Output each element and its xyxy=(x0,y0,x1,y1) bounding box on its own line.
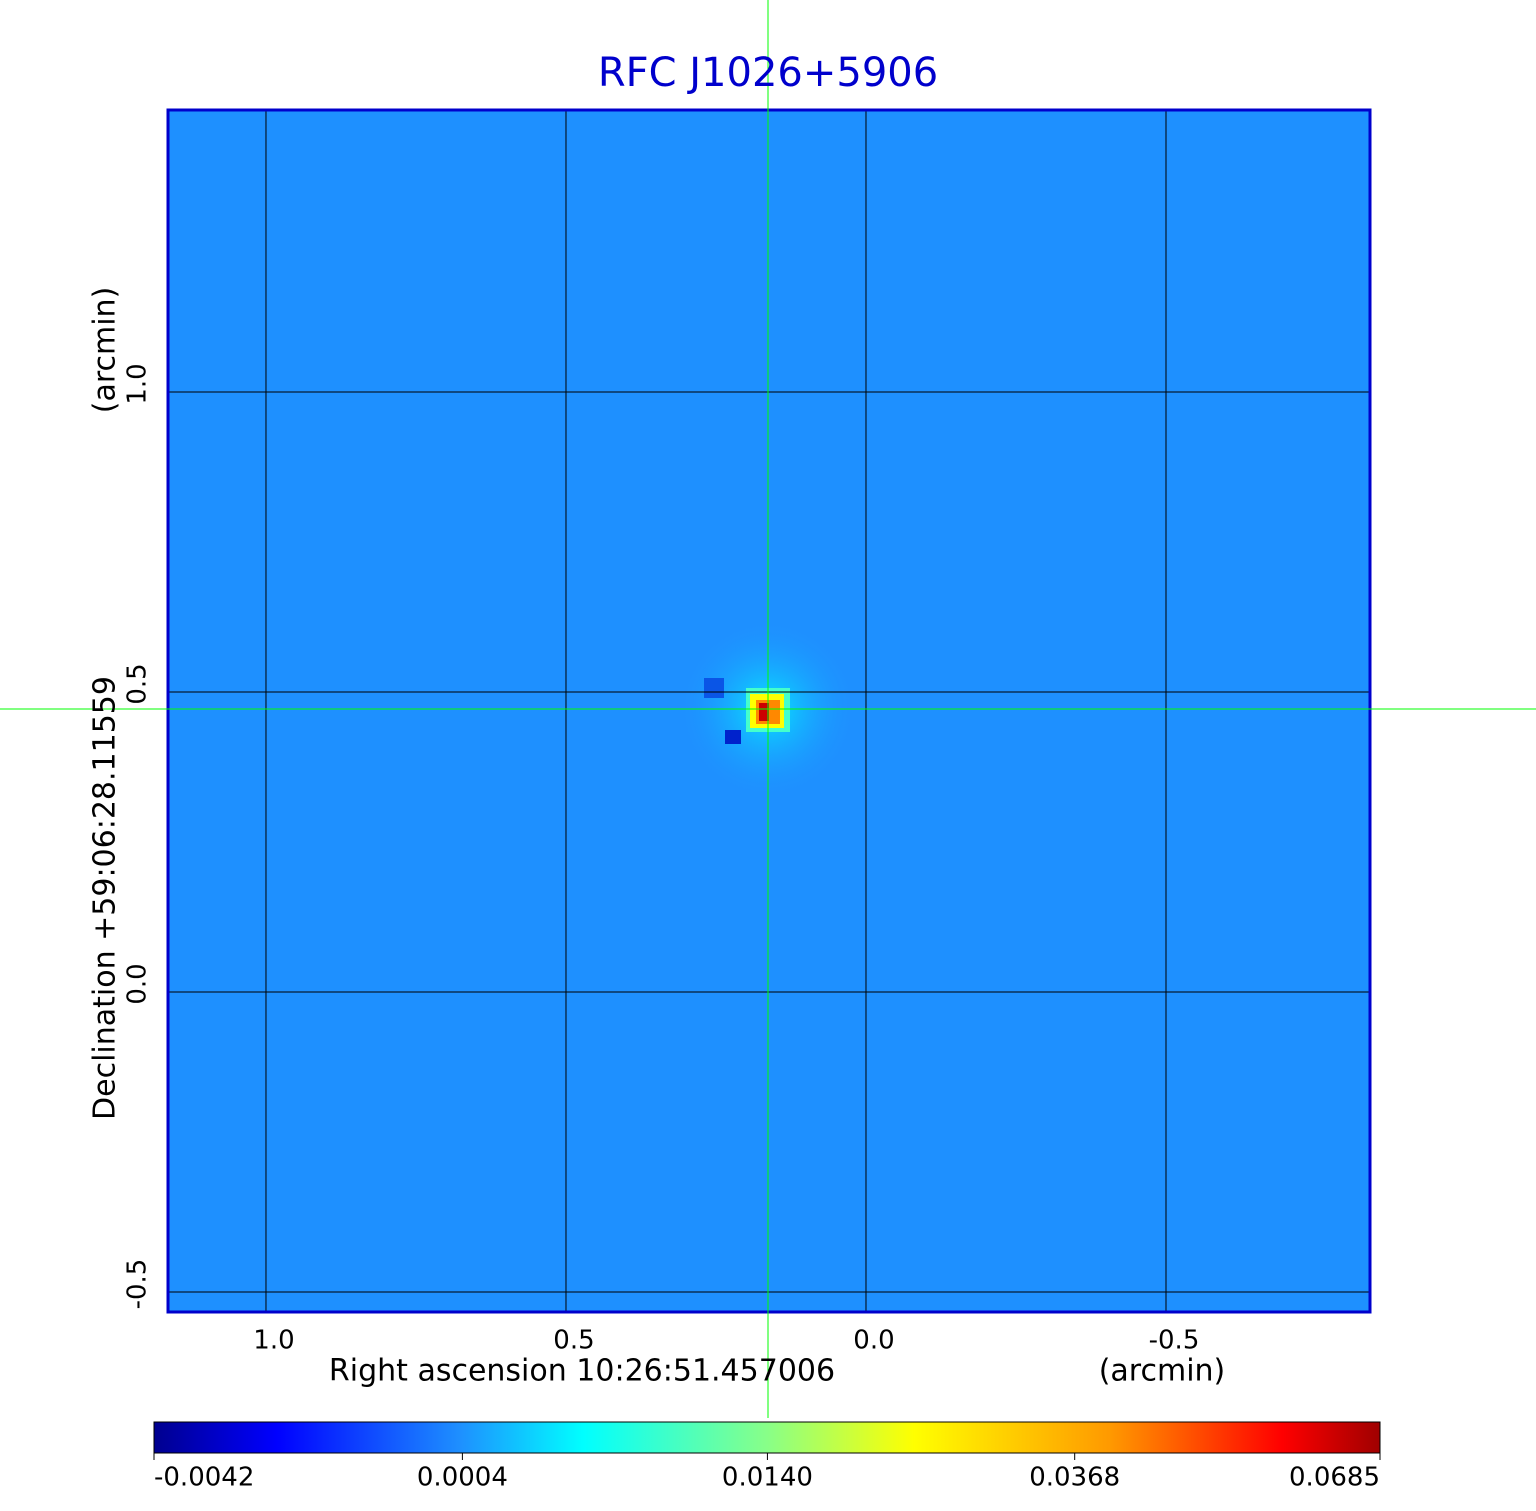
negative-lobe xyxy=(725,730,741,744)
frame xyxy=(166,108,1372,1314)
y-tick-label: 1.0 xyxy=(123,363,153,404)
x-tick-label: 0.0 xyxy=(853,1326,894,1356)
colorbar xyxy=(153,1421,1381,1454)
y-axis-unit: (arcmin) xyxy=(88,287,123,414)
colorbar-tick-label: 0.0368 xyxy=(1029,1463,1120,1493)
x-axis-unit: (arcmin) xyxy=(1099,1354,1226,1389)
y-tick-label: 0.5 xyxy=(123,663,153,704)
y-tick-label: 0.0 xyxy=(123,963,153,1004)
y-axis-label: Declination +59:06:28.11559 xyxy=(88,676,123,1120)
x-tick-label: 1.0 xyxy=(253,1326,294,1356)
negative-lobe xyxy=(704,678,724,698)
source-peak xyxy=(759,703,769,721)
colorbar-tick-label: 0.0004 xyxy=(417,1463,508,1493)
x-tick-label: 0.5 xyxy=(553,1326,594,1356)
x-tick-label: -0.5 xyxy=(1149,1326,1200,1356)
x-axis-label: Right ascension 10:26:51.457006 xyxy=(329,1354,835,1389)
colorbar-tick-label: -0.0042 xyxy=(154,1463,254,1493)
chart-title: RFC J1026+5906 xyxy=(598,50,938,96)
colorbar-tick-label: 0.0685 xyxy=(1289,1463,1380,1493)
y-tick-label: -0.5 xyxy=(123,1259,153,1310)
colorbar-tick-label: 0.0140 xyxy=(722,1463,813,1493)
